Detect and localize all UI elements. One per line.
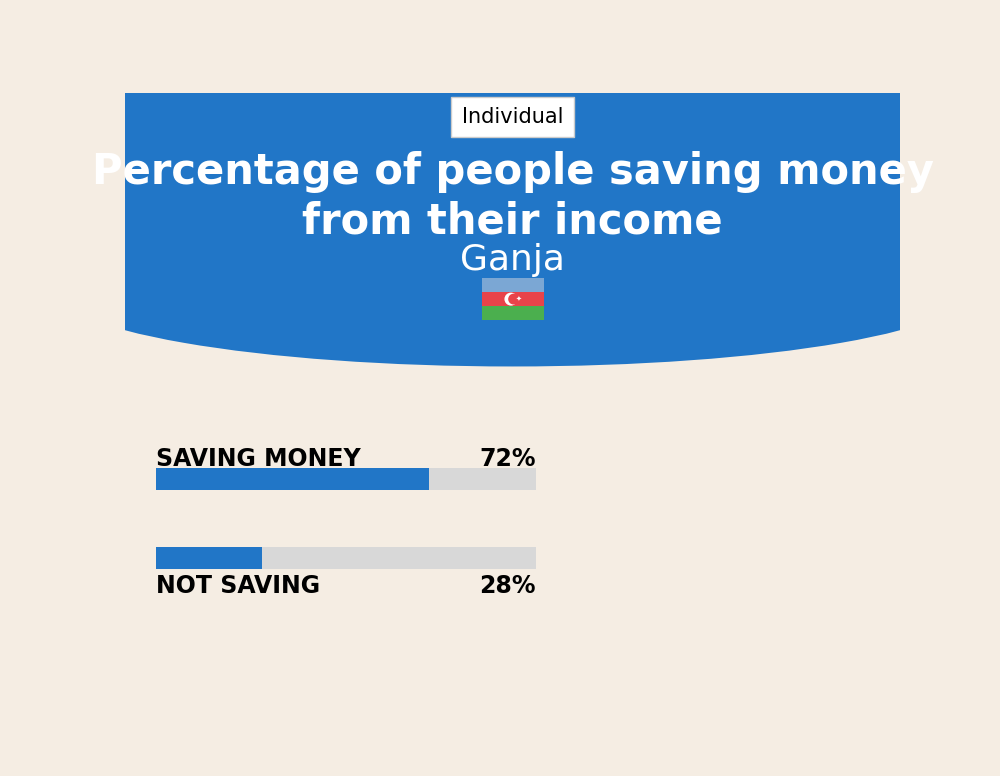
Text: NOT SAVING: NOT SAVING	[156, 573, 320, 598]
Text: Percentage of people saving money: Percentage of people saving money	[92, 151, 934, 193]
Text: ✦: ✦	[516, 296, 522, 302]
Text: 72%: 72%	[479, 447, 536, 471]
Bar	[156, 547, 262, 569]
Bar	[156, 547, 536, 569]
Text: SAVING MONEY: SAVING MONEY	[156, 447, 361, 471]
Text: 28%: 28%	[479, 573, 536, 598]
Bar	[125, 93, 900, 286]
Bar	[482, 292, 544, 307]
Circle shape	[505, 293, 517, 305]
Text: from their income: from their income	[302, 201, 723, 243]
Bar	[156, 468, 429, 490]
Bar	[156, 468, 536, 490]
Text: Ganja: Ganja	[460, 243, 565, 277]
Bar	[482, 278, 544, 292]
Ellipse shape	[48, 205, 978, 366]
Bar	[482, 307, 544, 320]
Circle shape	[509, 294, 518, 304]
Text: Individual: Individual	[462, 107, 563, 127]
